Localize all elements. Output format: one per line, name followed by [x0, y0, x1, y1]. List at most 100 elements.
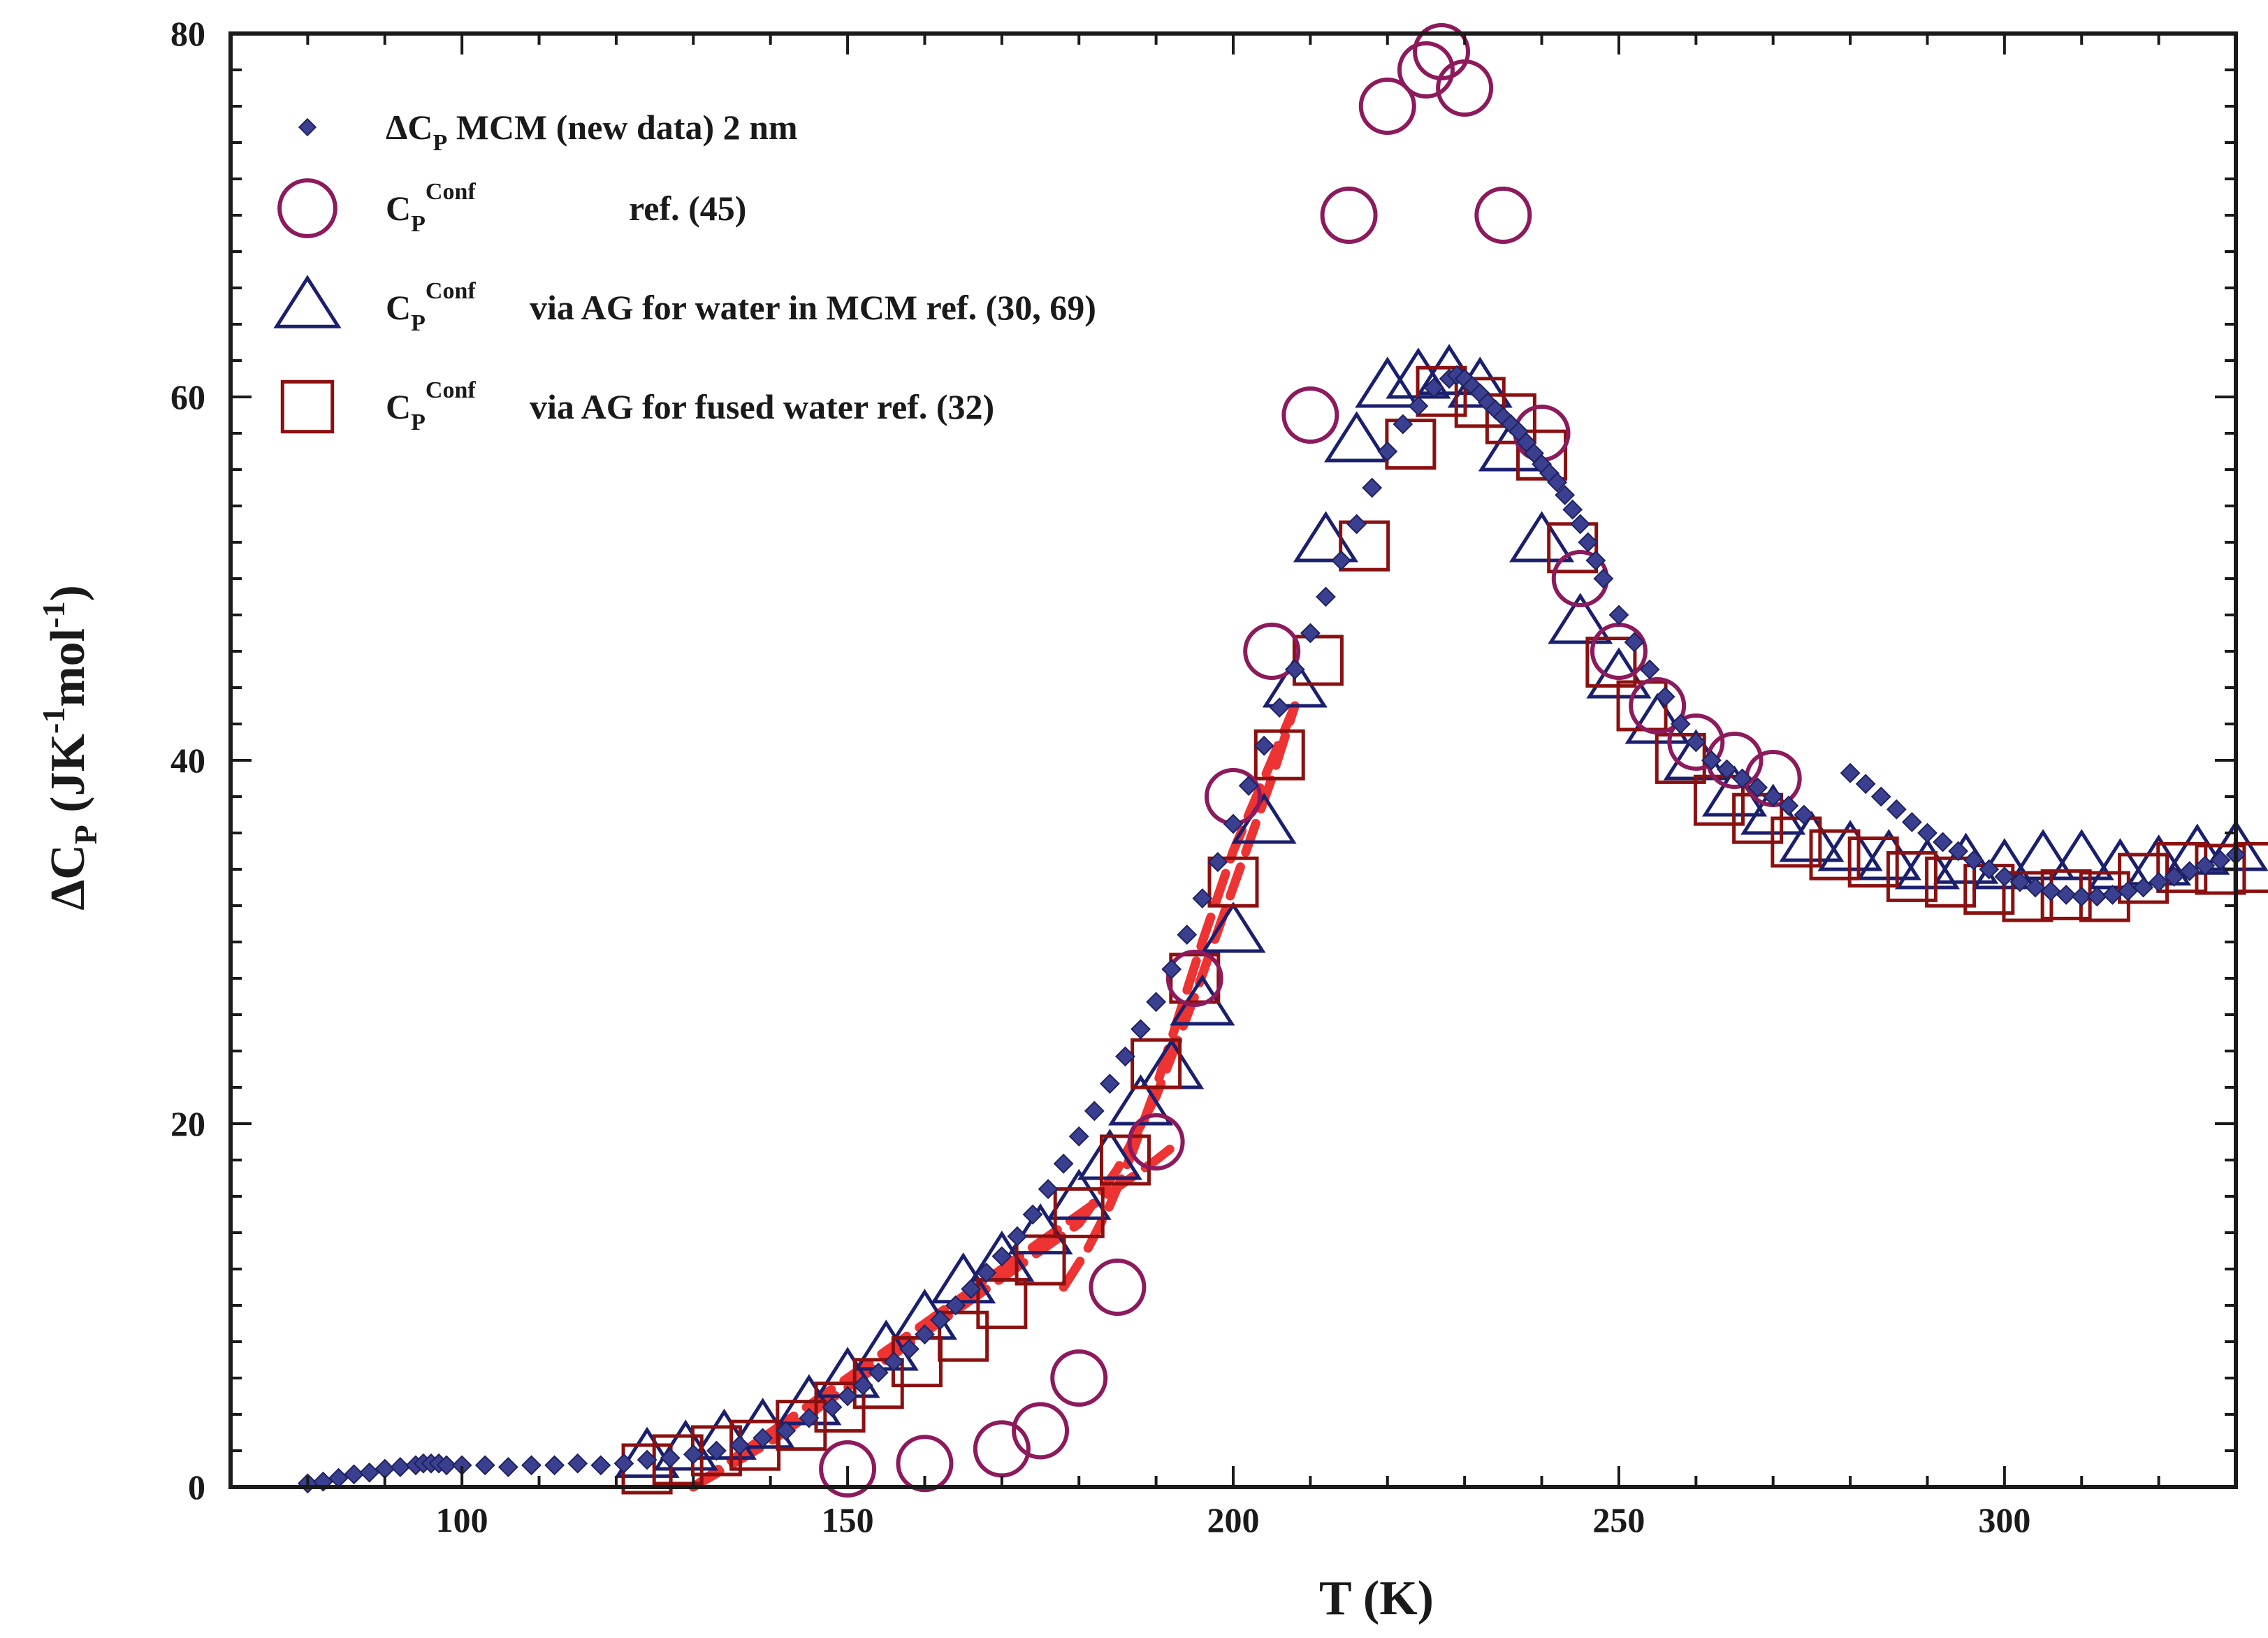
mcm-data-point [436, 1455, 457, 1476]
y-tick-label: 80 [170, 14, 205, 53]
mcm-data-point [1963, 850, 1984, 871]
ref45-data-point [1243, 623, 1301, 680]
ref45-data-point [1397, 41, 1455, 99]
mcm-data-point [1732, 768, 1752, 789]
mcm-data-point [567, 1453, 588, 1474]
mcm-data-point [1238, 775, 1259, 796]
mcm-data-point [2210, 850, 2231, 871]
mcm-data-point [822, 1397, 843, 1418]
ag-mcm-data-point [1200, 901, 1266, 953]
mcm-data-point [1408, 396, 1429, 416]
fit-line [1059, 701, 1300, 1292]
mcm-data-point [776, 1420, 797, 1441]
mcm-data-point [1593, 568, 1614, 589]
mcm-data-point [637, 1449, 657, 1470]
x-tick-label: 150 [822, 1500, 874, 1539]
legend-item: CPConf ref. (45) [277, 178, 746, 238]
ag-mcm-data-point [1509, 511, 1575, 563]
mcm-data-point [976, 1262, 997, 1283]
ag-mcm-data-point [1077, 1129, 1142, 1180]
mcm-data-point [1192, 888, 1213, 909]
mcm-data-point [1794, 804, 1815, 825]
mcm-data-point [706, 1440, 727, 1461]
mcm-data-point [1161, 959, 1182, 980]
mcm-data-point [1547, 472, 1568, 493]
legend-text: CPConf ref. (45) [386, 179, 746, 237]
ag-fused-data-point [1809, 829, 1861, 880]
ag-mcm-data-point [1548, 593, 1613, 644]
ref45-data-point [973, 1420, 1031, 1478]
mcm-data-point [753, 1428, 773, 1449]
ag-mcm-data-point [1355, 356, 1420, 408]
mcm-data-point [590, 1455, 611, 1476]
ag-fused-data-point [1925, 856, 1977, 908]
x-tick-label: 200 [1207, 1500, 1260, 1539]
x-tick-label: 100 [436, 1500, 488, 1539]
mcm-data-point [1423, 377, 1444, 398]
legend-item: CPConf via AG for fused water ref. (32) [280, 377, 994, 435]
mcm-data-point [1223, 813, 1244, 834]
mcm-data-point [1099, 1073, 1120, 1094]
x-tick-label: 300 [1978, 1500, 2030, 1539]
mcm-data-point [497, 1456, 518, 1477]
mcm-data-point [1331, 550, 1351, 571]
mcm-data-point [930, 1310, 950, 1331]
mcm-data-point [1555, 484, 1576, 505]
ref45-data-point [1320, 187, 1378, 244]
fit-line [688, 701, 1300, 1492]
mcm-data-point [2071, 886, 2092, 907]
mcm-data-point [1639, 659, 1660, 680]
legend-text: CPConf via AG for water in MCM ref. (30, … [386, 278, 1096, 336]
x-tick-label: 250 [1592, 1500, 1645, 1539]
mcm-data-point [883, 1351, 904, 1372]
tick-labels: 100 150 200 250 300 0 20 40 60 80 [170, 14, 2030, 1539]
ref45-data-point [1012, 1402, 1070, 1460]
mcm-data-point [1655, 686, 1675, 707]
ag-mcm-data-point [273, 275, 342, 328]
ref45-data-point [1358, 78, 1416, 135]
ag-mcm-data-point [614, 1426, 680, 1478]
mcm-data-point [328, 1467, 349, 1488]
y-label-delta-c: ΔC [41, 844, 95, 910]
mcm-data-point [474, 1455, 495, 1476]
series-diamond [297, 365, 2246, 1494]
ag-fused-data-point [1131, 1038, 1182, 1089]
ref45-data-point [819, 1440, 877, 1498]
mcm-data-point [1362, 477, 1383, 498]
mcm-data-point [1901, 811, 1922, 832]
mcm-data-point [683, 1444, 704, 1465]
mcm-data-point [544, 1455, 565, 1476]
mcm-data-point [1146, 992, 1167, 1013]
mcm-data-point [1115, 1046, 1135, 1067]
mcm-data-point [2149, 871, 2169, 892]
mcm-data-point [1778, 795, 1799, 816]
fit-line [688, 1137, 1184, 1492]
series-triangle [614, 344, 2268, 1478]
mcm-data-point [991, 1246, 1012, 1267]
ag-mcm-data-point [853, 1319, 919, 1371]
ag-fused-data-point [976, 1277, 1028, 1329]
ref45-data-point [1089, 1259, 1147, 1316]
mcm-data-point [2133, 877, 2153, 898]
data-points [297, 23, 2268, 1498]
ag-fused-data-point [1886, 850, 1938, 902]
mcm-data-point [1007, 1226, 1028, 1247]
mcm-data-point [915, 1324, 935, 1345]
mcm-data-point [1933, 832, 1953, 853]
mcm-data-point [2040, 880, 2061, 901]
y-label-sub: P [68, 825, 103, 844]
mcm-data-point [729, 1435, 750, 1456]
mcm-data-point [1269, 697, 1290, 718]
mcm-data-point [1038, 1179, 1059, 1200]
ag-fused-data-point [1771, 816, 1822, 868]
mcm-data-point [375, 1458, 395, 1479]
ag-fused-data-point [1253, 729, 1305, 781]
ag-mcm-data-point [1046, 1168, 1112, 1220]
mcm-data-point [2086, 886, 2107, 907]
ag-fused-data-point [1207, 856, 1259, 908]
mcm-data-point [1747, 777, 1768, 798]
mcm-data-point [2195, 855, 2216, 876]
legend-text: ΔCP MCM (new data) 2 nm [386, 108, 798, 156]
ag-fused-data-point [1385, 419, 1437, 470]
